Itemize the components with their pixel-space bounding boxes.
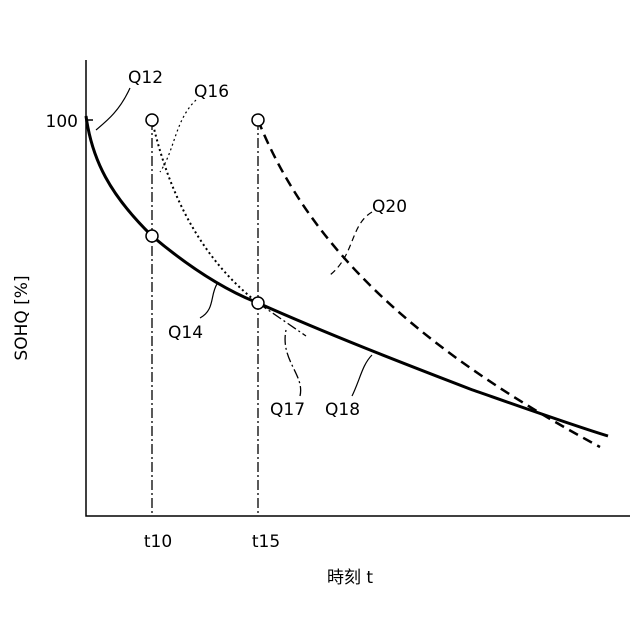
curve-label: Q16: [194, 82, 229, 102]
axes: [86, 60, 630, 516]
x-tick-label: t10: [144, 532, 172, 552]
curve-label: Q12: [128, 68, 163, 88]
curve-label: Q18: [325, 400, 360, 420]
curve-q20: [258, 120, 600, 447]
x-axis-label: 時刻 t: [327, 568, 373, 588]
points: [146, 114, 264, 309]
leader: [200, 284, 217, 318]
leader: [96, 88, 130, 130]
leader: [285, 330, 301, 396]
y-axis-label: SOHQ [%]: [12, 275, 32, 360]
leader: [352, 355, 372, 396]
leader: [330, 212, 372, 275]
y-tick-label: 100: [46, 112, 78, 132]
x-tick-label: t15: [252, 532, 280, 552]
curve-label: Q14: [168, 323, 203, 343]
curve-label: Q17: [270, 400, 305, 420]
curve-label: Q20: [372, 197, 407, 217]
diagram: 100 t10 t15 時刻 t SOHQ [%] Q12 Q16 Q20 Q1…: [0, 0, 640, 640]
leader: [160, 100, 196, 172]
